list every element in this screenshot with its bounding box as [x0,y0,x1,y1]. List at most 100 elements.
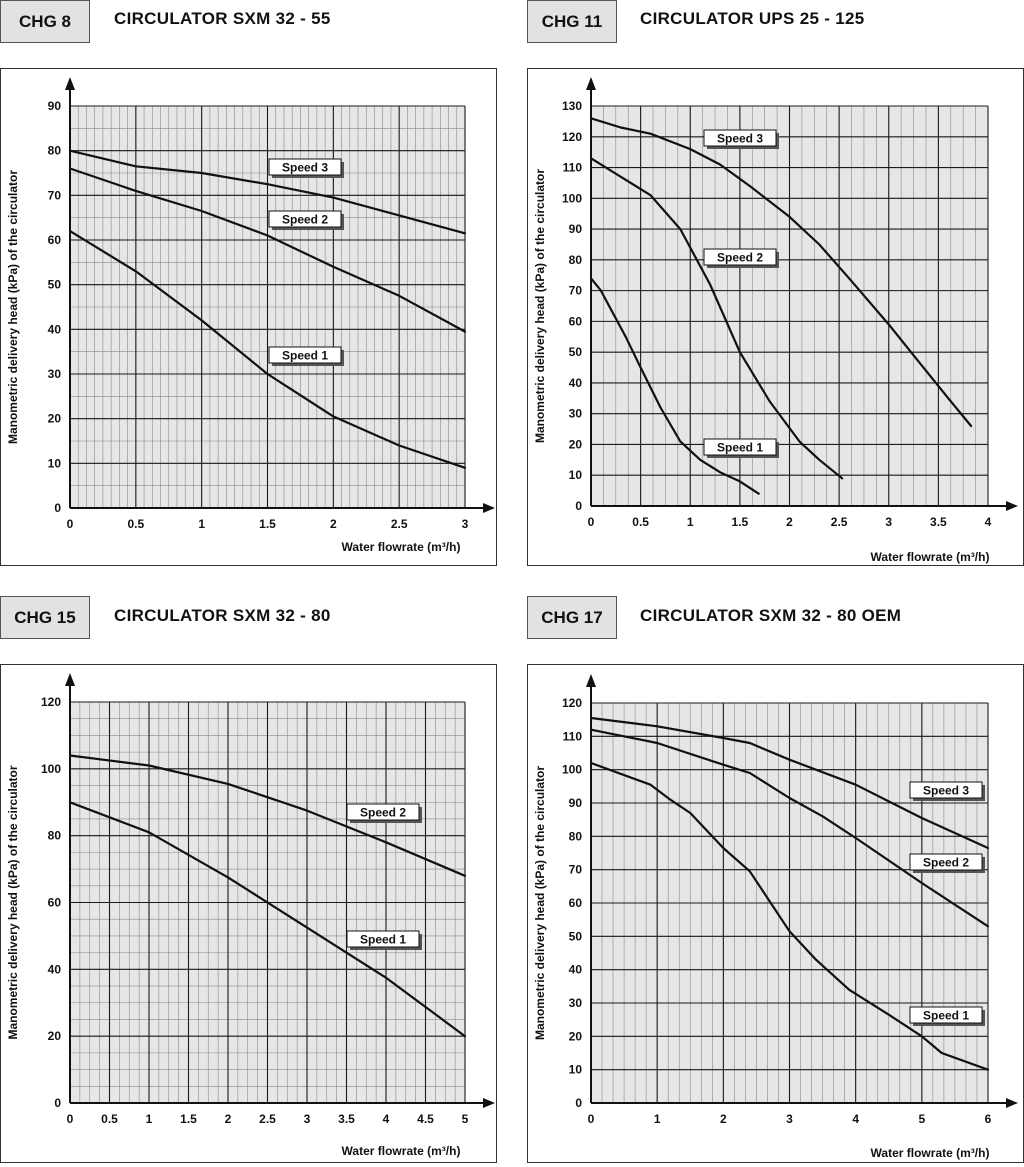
series-label: Speed 2 [282,213,328,227]
chart-tag-label: CHG 8 [19,11,71,31]
y-tick-label: 120 [562,696,582,710]
series-label-box [268,346,342,364]
series-line [589,157,844,480]
series-label: Speed 2 [717,251,763,265]
series-label: Speed 3 [923,784,969,798]
y-tick-label: 80 [569,253,583,267]
series-label-box [909,853,983,871]
chart-frame-chg11: 0 0.5 1 1.5 2 2.5 3 3.5 4 0 10 20 30 40 50 60 70 80 90 100 1… [527,68,1024,566]
y-tick-label: 20 [569,1029,583,1043]
x-tick-label: 0 [588,1112,595,1126]
x-axis-arrow [1006,501,1018,511]
x-tick-label: 5 [462,1112,469,1126]
series-label: Speed 2 [923,856,969,870]
series-label: Speed 3 [282,161,328,175]
y-tick-label: 120 [41,695,61,709]
y-tick-label: 60 [48,896,62,910]
series-label-box [909,781,983,799]
y-tick-label: 100 [562,191,582,205]
x-tick-label: 0 [588,515,595,529]
chart-tag-chg15: CHG 15 [0,596,90,639]
chart-tag-chg11: CHG 11 [527,0,617,43]
x-tick-label: 0 [67,1112,74,1126]
x-tick-label: 3.5 [930,515,947,529]
y-tick-label: 10 [48,456,62,470]
y-tick-label: 110 [563,161,583,175]
series-line [68,230,467,469]
chart-tag-label: CHG 11 [541,11,603,31]
chart-frame-chg8: 0 0.5 1 1.5 2 2.5 3 0 10 20 30 40 50 60 70 80 90 Water fl… [0,68,497,566]
y-axis-arrow [65,673,75,686]
y-axis-arrow [65,77,75,90]
series-label: Speed 2 [360,806,406,820]
series-label-box [268,210,342,228]
x-tick-label: 2.5 [391,517,408,531]
y-axis-arrow [586,77,596,90]
y-tick-label: 100 [562,763,582,777]
chart-title: CIRCULATOR SXM 32 - 80 OEM [640,606,902,625]
series-label-box [346,803,420,821]
y-tick-label: 20 [48,412,62,426]
x-tick-label: 2 [720,1112,727,1126]
x-axis-arrow [483,503,495,513]
y-tick-label: 80 [569,829,583,843]
chart-frame-chg17: 0 1 2 3 4 5 6 0 10 20 30 40 50 60 70 80 90 100 110 120 Water… [527,664,1024,1163]
x-tick-label: 2.5 [259,1112,276,1126]
series-line [589,277,760,495]
x-tick-label: 4 [852,1112,859,1126]
y-tick-label: 40 [569,963,583,977]
series-line [68,167,467,333]
x-tick-label: 0 [67,517,74,531]
series-label: Speed 1 [923,1009,969,1023]
series-label: Speed 1 [717,441,763,455]
y-tick-label: 70 [48,188,62,202]
x-tick-label: 4 [383,1112,390,1126]
y-axis-label: Manometric delivery head (kPa) of the ci… [533,169,547,443]
y-tick-label: 0 [54,501,61,515]
y-tick-label: 80 [48,144,62,158]
y-tick-label: 50 [569,929,583,943]
y-axis-label: Manometric delivery head (kPa) of the ci… [6,765,20,1039]
x-tick-label: 1.5 [259,517,276,531]
series-label: Speed 1 [282,349,328,363]
y-tick-label: 40 [569,376,583,390]
y-tick-label: 100 [41,762,61,776]
series-line [589,761,990,1071]
y-tick-label: 90 [569,222,583,236]
chart-tag-label: CHG 17 [541,607,603,627]
chart-tag-chg17: CHG 17 [527,596,617,639]
y-tick-label: 40 [48,962,62,976]
x-tick-label: 1 [146,1112,153,1126]
x-tick-label: 3 [786,1112,793,1126]
series-line [589,728,990,928]
chart-title: CIRCULATOR SXM 32 - 80 [114,606,331,625]
chart-svg: 0 0.5 1 1.5 2 2.5 3 3.5 4 4.5 5 0 20 40 60 80 100 120 Wate… [6,673,495,1158]
x-axis-arrow [483,1098,495,1108]
x-axis-label: Water flowrate (m³/h) [342,1144,461,1158]
x-tick-label: 3 [462,517,469,531]
y-tick-label: 20 [569,437,583,451]
y-tick-label: 20 [48,1029,62,1043]
x-tick-label: 1.5 [180,1112,197,1126]
chart-tag-label: CHG 15 [14,607,76,627]
x-tick-label: 0.5 [101,1112,118,1126]
series-line [589,117,973,428]
chart-title: CIRCULATOR SXM 32 - 55 [114,9,331,28]
y-tick-label: 110 [563,729,583,743]
chart-svg: 0 1 2 3 4 5 60102030405060708090100110120Water… [533,674,1018,1160]
y-tick-label: 130 [562,99,582,113]
x-tick-label: 2.5 [831,515,848,529]
y-tick-label: 10 [569,1063,583,1077]
y-tick-label: 0 [575,1096,582,1110]
y-tick-label: 0 [54,1096,61,1110]
chart-title: CIRCULATOR UPS 25 - 125 [640,9,865,28]
y-tick-label: 40 [48,322,62,336]
x-tick-label: 4 [985,515,992,529]
x-tick-label: 1 [198,517,205,531]
series-label-box [703,129,777,147]
series-line [68,801,467,1038]
y-tick-label: 60 [569,896,583,910]
series-label-box [703,438,777,456]
y-tick-label: 70 [569,863,583,877]
